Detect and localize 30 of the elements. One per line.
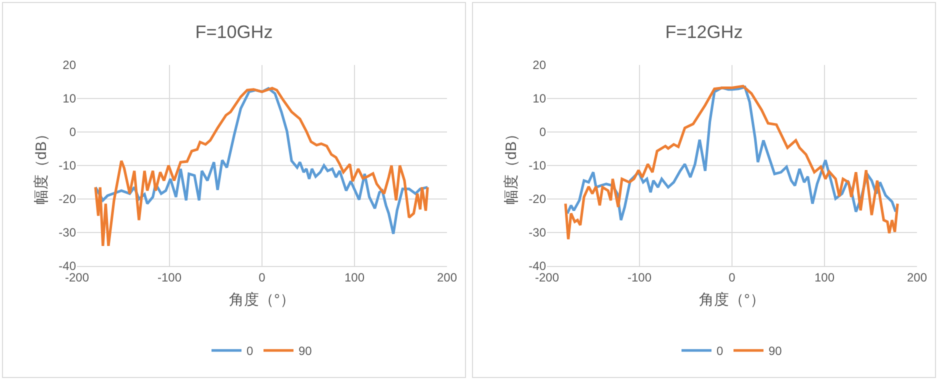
x-tick-label: 100 [814, 270, 835, 284]
y-tick-label: -10 [58, 158, 76, 173]
chart-title: F=12GHz [665, 22, 743, 42]
x-tick-label: 200 [906, 270, 928, 284]
y-tick-label: -10 [528, 158, 546, 173]
x-tick-label: 0 [258, 270, 266, 284]
y-axis-title: 幅度（dB） [32, 126, 50, 205]
x-axis-title: 角度（°） [699, 291, 765, 308]
x-axis-title: 角度（°） [229, 291, 295, 308]
y-tick-label: 10 [532, 92, 546, 106]
legend-label: 90 [768, 344, 782, 358]
legend-label: 0 [716, 344, 724, 358]
y-tick-label: -30 [58, 226, 76, 240]
legend-label: 90 [298, 344, 312, 358]
x-tick-label: -100 [157, 270, 182, 284]
y-tick-label: 0 [539, 125, 546, 140]
y-tick-label: -30 [528, 226, 546, 240]
y-axis-title: 幅度（dB） [502, 126, 520, 205]
x-tick-label: 200 [436, 270, 458, 284]
x-tick-label: 0 [728, 270, 736, 284]
legend-label: 0 [246, 344, 254, 358]
y-tick-label: 20 [532, 58, 546, 72]
y-tick-label: 10 [62, 92, 76, 106]
chart-title: F=10GHz [195, 22, 273, 42]
y-tick-label: 20 [62, 58, 76, 72]
y-tick-label: -20 [58, 192, 76, 206]
x-tick-label: -100 [627, 270, 652, 284]
x-tick-label: 100 [344, 270, 365, 284]
y-tick-label: 0 [69, 125, 76, 140]
y-tick-label: -20 [528, 192, 546, 206]
